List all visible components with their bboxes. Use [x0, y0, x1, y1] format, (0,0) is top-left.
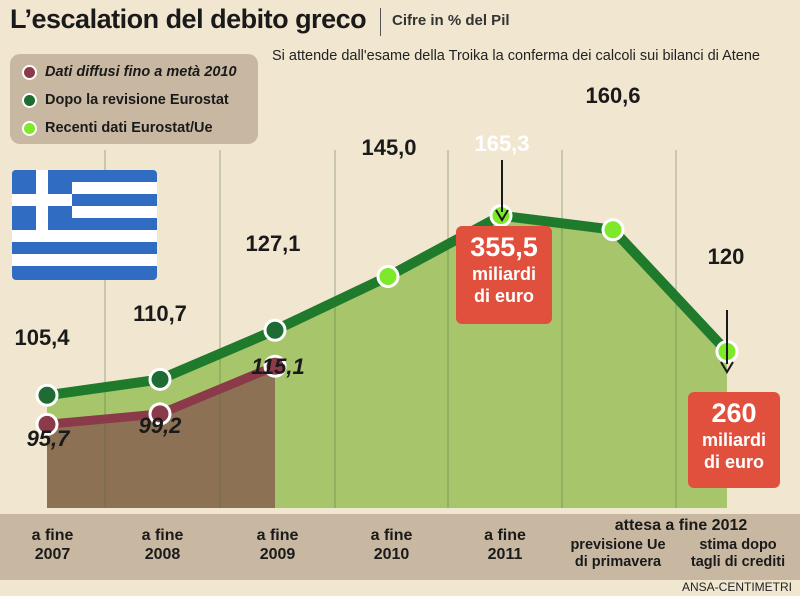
- legend-item-recent: Recenti dati Eurostat/Ue: [22, 118, 213, 138]
- legend-item-pre-revision: Dati diffusi fino a metà 2010: [22, 62, 237, 82]
- legend-label: Dati diffusi fino a metà 2010: [45, 64, 237, 80]
- x-tick-label: stima dopo tagli di crediti: [676, 537, 800, 571]
- callout-value: 260: [711, 398, 757, 428]
- x-axis-band: [0, 514, 800, 580]
- x-tick-line: previsione Ue: [570, 537, 666, 553]
- x-tick-label: a fine 2010: [335, 526, 448, 564]
- x-tick-line: 2007: [34, 546, 71, 563]
- arrow-2011-head: [495, 209, 509, 222]
- area-pre-revision: [47, 366, 275, 508]
- x-tick-line: 2011: [487, 546, 523, 563]
- data-label-pre-revision: 95,7: [27, 426, 72, 451]
- x-tick-line: a fine: [141, 527, 184, 544]
- x-tick-line: a fine: [31, 527, 74, 544]
- callout-2011-billions: 355,5 miliardi di euro: [456, 226, 552, 324]
- legend-label: Recenti dati Eurostat/Ue: [45, 120, 213, 136]
- callout-value: 355,5: [470, 232, 538, 262]
- data-label-pre-revision: 115,1: [251, 354, 304, 379]
- arrow-2012-head: [720, 361, 734, 374]
- data-point-pre-revision: [263, 354, 287, 378]
- callout-2012-billions: 260 miliardi di euro: [688, 392, 780, 488]
- data-label-revised: 165,3: [474, 131, 529, 156]
- data-point-revised: [376, 265, 400, 288]
- data-label-pre-revision: 99,2: [139, 413, 183, 438]
- data-label-revised: 145,0: [361, 135, 416, 160]
- data-point-pre-revision: [148, 402, 172, 426]
- data-point-revised: [35, 383, 59, 407]
- x-tick-label: a fine 2007: [0, 526, 105, 564]
- x-tick-line: stima dopo: [699, 537, 777, 553]
- data-point-revised: [601, 218, 625, 242]
- x-tick-label: a fine 2009: [220, 526, 335, 564]
- x-tick-label: a fine 2011: [448, 526, 562, 564]
- x-tick-line: 2009: [259, 546, 296, 563]
- chart-note: Si attende dall'esame della Troika la co…: [272, 48, 760, 64]
- x-tick-line: 2008: [144, 546, 181, 563]
- legend-item-revised: Dopo la revisione Eurostat: [22, 90, 229, 110]
- x-group-label: attesa a fine 2012: [614, 517, 748, 534]
- legend-label: Dopo la revisione Eurostat: [45, 92, 229, 108]
- chart-title: L’escalation del debito greco: [10, 4, 367, 34]
- data-label-revised: 110,7: [133, 301, 187, 326]
- legend-marker-dark-green: [22, 92, 37, 108]
- x-tick-label: a fine 2008: [105, 526, 220, 564]
- callout-unit: di euro: [473, 286, 534, 306]
- data-label-revised: 160,6: [585, 83, 640, 108]
- title-divider: [380, 8, 381, 36]
- x-tick-line: tagli di crediti: [690, 554, 786, 570]
- legend-marker-light-green: [22, 120, 37, 136]
- x-tick-label: previsione Ue di primavera: [562, 537, 674, 571]
- legend: Dati diffusi fino a metà 2010 Dopo la re…: [10, 54, 258, 144]
- credit: ANSA-CENTIMETRI: [681, 580, 792, 594]
- x-tick-line: a fine: [370, 527, 413, 544]
- data-point-revised: [148, 367, 172, 391]
- data-label-revised: 105,4: [14, 325, 70, 350]
- data-label-revised: 127,1: [245, 231, 300, 256]
- data-point-pre-revision: [35, 412, 59, 436]
- legend-marker-maroon: [22, 64, 37, 80]
- chart-subtitle: Cifre in % del Pil: [392, 12, 510, 29]
- x-tick-line: a fine: [484, 527, 526, 544]
- callout-unit: di euro: [703, 452, 764, 472]
- x-tick-line: 2010: [373, 546, 410, 563]
- greek-flag-icon: [12, 170, 157, 280]
- callout-unit: miliardi: [471, 264, 537, 284]
- x-tick-line: a fine: [256, 527, 299, 544]
- data-point-revised: [263, 318, 287, 342]
- x-tick-line: di primavera: [574, 554, 662, 570]
- callout-unit: miliardi: [701, 430, 767, 450]
- data-label-revised: 120: [708, 244, 745, 269]
